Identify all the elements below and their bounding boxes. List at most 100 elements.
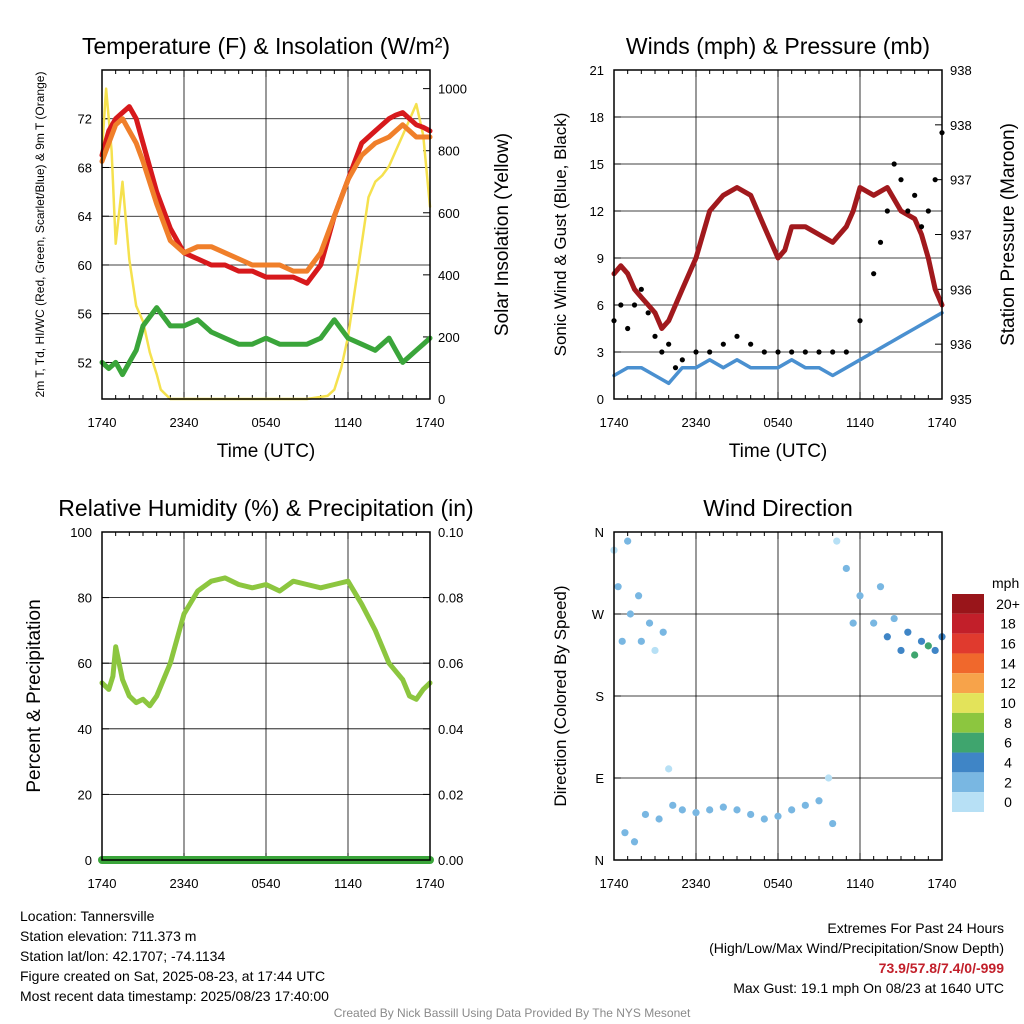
- wind-gust-points: [905, 208, 911, 214]
- y2-tick-label: 938: [950, 63, 972, 78]
- wind-direction-point: [630, 838, 639, 846]
- wind-gust-points: [932, 177, 938, 183]
- panel-title: Relative Humidity (%) & Precipitation (i…: [58, 495, 473, 521]
- wind-direction-point: [829, 819, 837, 828]
- wind-direction-point: [760, 815, 768, 823]
- y2-tick-label: 0: [438, 392, 445, 407]
- x-tick-label: 1740: [416, 876, 445, 891]
- y2-tick-label: 400: [438, 268, 460, 283]
- y2-tick-label: 0.02: [438, 787, 463, 802]
- y2-axis-label: Solar Insolation (Yellow): [492, 133, 513, 336]
- wind-direction-point: [626, 610, 635, 618]
- wind-gust-points: [652, 333, 658, 339]
- y-tick-label: 15: [590, 157, 604, 172]
- x-tick-label: 1740: [928, 876, 957, 891]
- legend-swatch: [952, 693, 984, 713]
- wind-direction-point: [824, 774, 833, 782]
- legend-label: 10: [1000, 695, 1016, 711]
- wind-direction-point: [719, 803, 727, 811]
- legend-swatch: [952, 732, 984, 753]
- max-gust: Max Gust: 19.1 mph On 08/23 at 1640 UTC: [733, 980, 1004, 996]
- legend-swatch: [952, 594, 984, 614]
- y-tick-label: 0: [597, 392, 604, 407]
- y-tick-label: 9: [597, 251, 604, 266]
- y-axis-label: 2m T, Td, HI/WC (Red, Green, Scarlet/Blu…: [33, 72, 47, 398]
- extremes-heading: Extremes For Past 24 Hours: [827, 920, 1004, 936]
- panel-title: Winds (mph) & Pressure (mb): [626, 33, 930, 59]
- wind-gust-points: [618, 302, 624, 308]
- y-tick-label: 72: [78, 112, 92, 127]
- y-tick-label: W: [592, 607, 605, 622]
- wind-direction-point: [641, 810, 650, 819]
- y2-tick-label: 0.06: [438, 656, 463, 671]
- y-tick-label: S: [595, 689, 604, 704]
- x-tick-label: 1740: [600, 415, 629, 430]
- legend-swatch: [952, 613, 984, 634]
- y-axis-label: Percent & Precipitation: [24, 599, 45, 792]
- humidity-series: [99, 575, 433, 709]
- y-axis-label: Sonic Wind & Gust (Blue, Black): [551, 113, 570, 357]
- wind-direction-point: [637, 637, 645, 645]
- y-tick-label: 21: [590, 63, 604, 78]
- y-tick-label: 20: [78, 787, 92, 802]
- y-tick-label: 52: [78, 355, 92, 370]
- legend-swatch: [952, 792, 984, 812]
- x-tick-label: 2340: [682, 876, 711, 891]
- figure-created: Figure created on Sat, 2025-08-23, at 17…: [20, 968, 326, 984]
- y-tick-label: 64: [78, 209, 92, 224]
- wind-gust-points: [625, 325, 631, 332]
- wind-direction-point: [678, 806, 686, 814]
- wind-direction-point: [635, 592, 643, 600]
- y-tick-label: 18: [590, 110, 604, 125]
- wind-direction-point: [876, 583, 885, 591]
- x-tick-label: 1140: [334, 415, 362, 430]
- x-tick-label: 2340: [170, 876, 199, 891]
- wind-gust-points: [816, 349, 822, 355]
- wind-direction-point: [931, 646, 939, 655]
- wind-direction-point: [655, 815, 663, 823]
- wind-gust-points: [679, 357, 685, 363]
- legend-swatch: [952, 633, 984, 654]
- wind-direction-point: [747, 810, 755, 819]
- wind-gust-points: [659, 349, 665, 355]
- legend-label: 4: [1004, 754, 1012, 770]
- panel-border-2: [101, 531, 431, 861]
- x-axis-label: Time (UTC): [217, 441, 316, 462]
- station-location: Location: Tannersville: [20, 908, 155, 924]
- y2-tick-label: 937: [950, 173, 972, 188]
- x-tick-label: 1140: [846, 876, 874, 891]
- most-recent-timestamp: Most recent data timestamp: 2025/08/23 1…: [20, 988, 329, 1004]
- y-tick-label: 56: [78, 307, 92, 322]
- wind-gust-points: [918, 224, 925, 230]
- wind-speed-series: [612, 311, 944, 386]
- station-elevation: Station elevation: 711.373 m: [20, 928, 197, 944]
- y-tick-label: 12: [590, 204, 604, 219]
- wind-direction-point: [924, 642, 932, 650]
- y2-tick-label: 600: [438, 206, 460, 221]
- wind-direction-point: [890, 614, 898, 623]
- wind-direction-point: [733, 806, 741, 814]
- y-tick-label: N: [595, 525, 604, 540]
- legend-swatch: [952, 752, 984, 773]
- y2-tick-label: 0.10: [438, 525, 463, 540]
- wind-direction-point: [917, 637, 926, 645]
- x-tick-label: 0540: [764, 415, 793, 430]
- x-tick-label: 1740: [928, 415, 957, 430]
- x-tick-label: 1740: [88, 876, 117, 891]
- y2-tick-label: 937: [950, 228, 972, 243]
- legend-label: 20+: [996, 596, 1020, 612]
- wind-direction-point: [897, 646, 905, 655]
- legend-swatch: [952, 772, 984, 793]
- wind-direction-point: [659, 628, 667, 636]
- wind-gust-points: [638, 286, 644, 292]
- y-tick-label: 3: [597, 345, 604, 360]
- x-axis-label: Time (UTC): [729, 441, 828, 462]
- wind-direction-point: [645, 619, 654, 627]
- x-tick-label: 0540: [764, 876, 793, 891]
- wind-gust-points: [707, 349, 713, 355]
- y2-tick-label: 936: [950, 337, 972, 352]
- legend-label: 2: [1004, 774, 1012, 790]
- wind-gust-points: [734, 333, 740, 339]
- wind-gust-points: [775, 349, 781, 355]
